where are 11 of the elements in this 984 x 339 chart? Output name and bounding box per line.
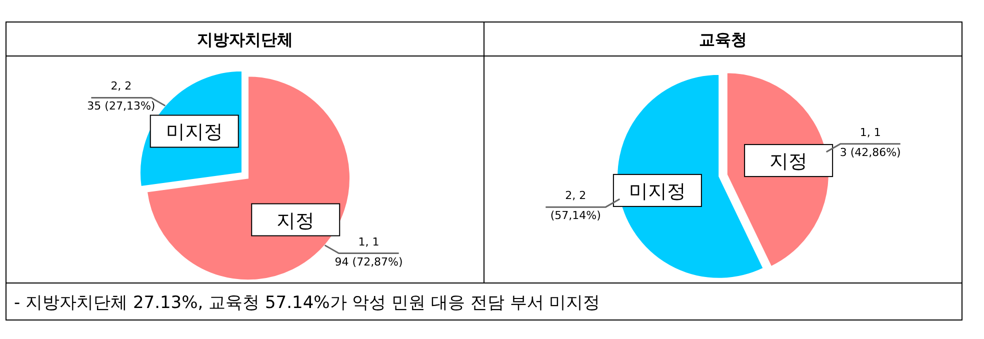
data-label: 1, 1 3 (42,86%) — [840, 126, 901, 159]
data-label: 2, 2 (57,14%) — [550, 189, 601, 222]
chart-title: 교육청 — [699, 30, 747, 49]
slice-label: 지정 — [770, 150, 808, 173]
chart-title: 지방자치단체 — [197, 30, 293, 49]
data-label: 2, 2 35 (27,13%) — [87, 80, 156, 113]
slice-label: 미지정 — [166, 121, 223, 144]
slice-label: 지정 — [276, 210, 315, 232]
data-label: 1, 1 94 (72,87%) — [334, 235, 403, 268]
slice-label: 미지정 — [628, 180, 686, 202]
text: - 지방자치단체 27.13%, 교육청 57.14%가 악성 민원 대응 전담 부서 미지정 — [14, 293, 600, 313]
